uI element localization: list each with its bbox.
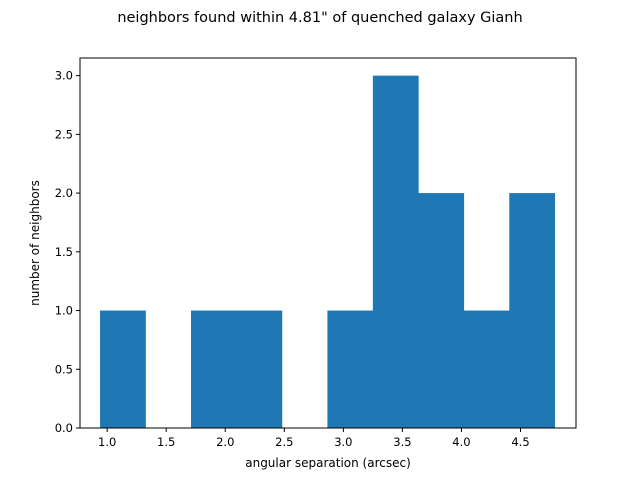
histogram-bar-6 <box>372 75 419 428</box>
x-tick-label: 1.0 <box>98 435 116 449</box>
plot-frame <box>79 57 577 429</box>
histogram-bar-8 <box>463 310 510 428</box>
y-tick-label: 2.0 <box>55 186 73 200</box>
x-tick-label: 4.0 <box>452 435 470 449</box>
x-axis-ticks: 1.0 1.5 2.0 2.5 3.0 3.5 4.0 4.5 <box>98 428 530 449</box>
y-axis-label: number of neighbors <box>28 180 42 306</box>
y-tick-label: 3.0 <box>55 69 73 83</box>
y-tick-label: 1.0 <box>55 304 73 318</box>
histogram-bar-9 <box>509 193 556 428</box>
x-tick-label: 4.5 <box>511 435 529 449</box>
x-axis-label: angular separation (arcsec) <box>245 456 411 470</box>
y-axis-ticks: 0.0 0.5 1.0 1.5 2.0 2.5 3.0 <box>55 69 80 435</box>
histogram-bar-5 <box>327 310 374 428</box>
histogram-bar-0 <box>100 310 146 428</box>
y-tick-label: 0.0 <box>55 421 73 435</box>
x-tick-label: 2.0 <box>216 435 234 449</box>
histogram-bar-7 <box>418 193 465 428</box>
histogram-bar-2 <box>191 310 237 428</box>
x-tick-label: 1.5 <box>157 435 175 449</box>
y-tick-label: 0.5 <box>55 362 73 376</box>
bars-layer <box>100 75 556 428</box>
x-tick-label: 3.0 <box>334 435 352 449</box>
histogram-bar-3 <box>236 310 283 428</box>
y-tick-label: 2.5 <box>55 127 73 141</box>
x-tick-label: 3.5 <box>393 435 411 449</box>
y-tick-label: 1.5 <box>55 245 73 259</box>
chart-title: neighbors found within 4.81" of quenched… <box>117 10 522 26</box>
x-tick-label: 2.5 <box>275 435 293 449</box>
